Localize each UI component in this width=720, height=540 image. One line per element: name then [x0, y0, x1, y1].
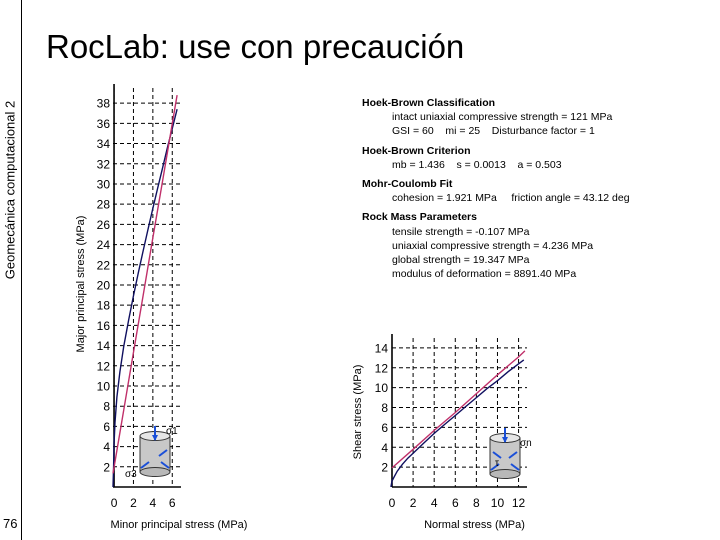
hb-classification-heading: Hoek-Brown Classification [362, 97, 496, 109]
x-axis-label: Normal stress (MPa) [424, 519, 525, 531]
x-tick-label: 2 [410, 496, 417, 510]
arrow-icon [508, 451, 518, 459]
y-tick-label: 2 [381, 461, 388, 475]
x-tick-label: 4 [431, 496, 438, 510]
y-tick-label: 28 [97, 198, 111, 212]
specimen-bottom [139, 467, 171, 477]
mc-fit-section: Mohr-Coulomb Fit cohesion = 1.921 MPa fr… [362, 177, 707, 205]
arrow-icon [510, 463, 520, 471]
y-tick-label: 38 [97, 97, 111, 111]
y-tick-label: 8 [103, 400, 110, 414]
y-tick-label: 20 [97, 278, 111, 292]
y-tick-label: 30 [97, 177, 111, 191]
y-tick-label: 4 [103, 440, 110, 454]
mc-fit-line1: cohesion = 1.921 MPa friction angle = 43… [392, 192, 630, 205]
y-tick-label: 8 [381, 401, 388, 415]
y-tick-label: 22 [97, 258, 111, 272]
hb-classification-line2: GSI = 60 mi = 25 Disturbance factor = 1 [392, 125, 595, 138]
rock-mass-section: Rock Mass Parameters tensile strength = … [362, 210, 707, 281]
y-tick-label: 12 [97, 359, 111, 373]
x-tick-label: 2 [130, 496, 137, 510]
y-tick-label: 18 [97, 299, 111, 313]
stress-annotation: σ1 [166, 426, 178, 437]
rock-mass-heading: Rock Mass Parameters [362, 211, 477, 224]
y-tick-label: 14 [375, 341, 389, 355]
specimen-icon-1 [139, 426, 171, 477]
stress-annotation: σn [520, 438, 532, 449]
series-line-1 [390, 359, 525, 488]
arrow-icon [492, 451, 502, 459]
rock-mass-line1: tensile strength = -0.107 MPa [392, 225, 530, 238]
x-axis-label: Minor principal stress (MPa) [111, 519, 248, 531]
hb-criterion-section: Hoek-Brown Criterion mb = 1.436 s = 0.00… [362, 144, 707, 172]
y-tick-label: 12 [375, 361, 389, 375]
x-tick-label: 6 [169, 496, 176, 510]
arrow-icon [158, 449, 168, 457]
arrow-icon [140, 461, 150, 469]
stress-annotation: σ3 [125, 469, 137, 480]
y-tick-label: 4 [381, 441, 388, 455]
series-line-2 [391, 350, 526, 469]
page-number: 76 [3, 516, 18, 531]
hb-criterion-heading: Hoek-Brown Criterion [362, 144, 471, 157]
x-tick-label: 6 [452, 496, 459, 510]
specimen-icon-2 [489, 428, 521, 479]
x-tick-label: 10 [491, 496, 505, 510]
y-tick-label: 24 [97, 238, 111, 252]
x-tick-label: 0 [389, 496, 396, 510]
y-axis-label: Major principal stress (MPa) [75, 216, 87, 353]
series-line-2 [112, 94, 178, 474]
rock-mass-line4: modulus of deformation = 8891.40 MPa [392, 268, 577, 281]
stress-annotation: τ [495, 458, 499, 469]
hb-classification-section: Hoek-Brown Classification intact uniaxia… [362, 96, 707, 139]
parameters-panel: Hoek-Brown Classification intact uniaxia… [362, 96, 707, 281]
specimen-bottom [489, 469, 521, 479]
y-tick-label: 26 [97, 218, 111, 232]
y-tick-label: 32 [97, 157, 111, 171]
x-tick-label: 4 [150, 496, 157, 510]
x-tick-label: 8 [473, 496, 480, 510]
y-axis-label: Shear stress (MPa) [352, 365, 364, 460]
y-tick-label: 10 [97, 379, 111, 393]
y-tick-label: 16 [97, 319, 111, 333]
y-tick-label: 14 [97, 339, 111, 353]
mc-fit-heading: Mohr-Coulomb Fit [362, 178, 453, 191]
rock-mass-line3: global strength = 19.347 MPa [392, 254, 530, 267]
arrow-head-icon [502, 437, 508, 443]
y-tick-label: 34 [97, 137, 111, 151]
series-line-1 [112, 109, 178, 488]
y-tick-label: 6 [381, 421, 388, 435]
rock-mass-line2: uniaxial compressive strength = 4.236 MP… [392, 239, 594, 252]
y-tick-label: 6 [103, 420, 110, 434]
arrow-icon [490, 463, 500, 471]
hb-criterion-line1: mb = 1.436 s = 0.0013 a = 0.503 [392, 158, 562, 171]
y-tick-label: 10 [375, 381, 389, 395]
y-tick-label: 36 [97, 117, 111, 131]
slide-title: RocLab: use con precaución [46, 28, 465, 65]
x-tick-label: 0 [111, 496, 118, 510]
x-tick-label: 12 [512, 496, 526, 510]
y-tick-label: 2 [103, 460, 110, 474]
arrow-icon [160, 461, 170, 469]
hb-classification-line1: intact uniaxial compressive strength = 1… [392, 111, 613, 124]
sidebar: Geomecánica computacional 2 76 [0, 0, 22, 540]
arrow-head-icon [152, 435, 158, 441]
